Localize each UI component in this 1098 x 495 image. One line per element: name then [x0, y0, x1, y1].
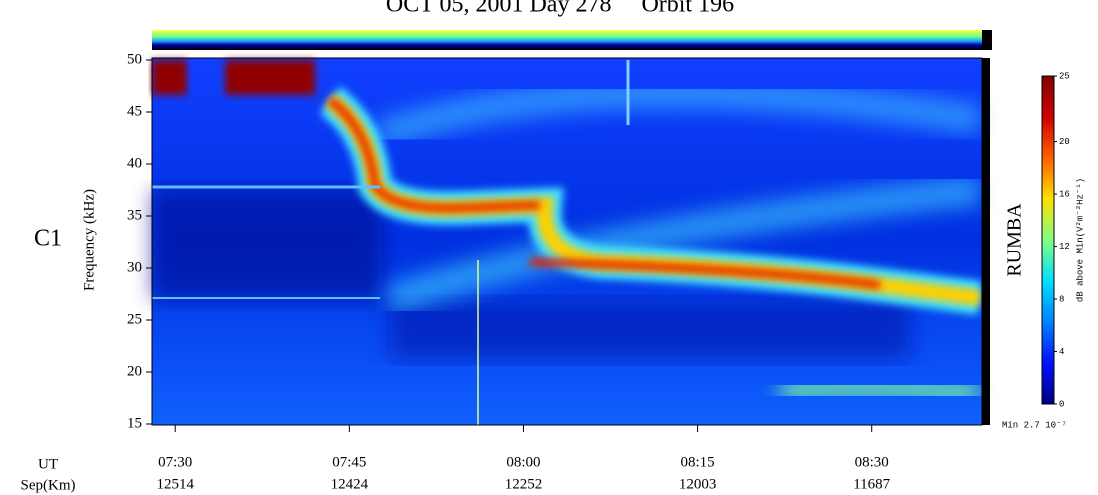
colorbar-label: dB above Min(V²m⁻²Hz⁻¹): [1075, 178, 1085, 302]
y-tick-label: 45: [127, 103, 142, 119]
panel-label: C1: [34, 226, 62, 252]
x-row-label: Sep(Km): [21, 477, 76, 493]
y-tick-label: 15: [127, 415, 142, 431]
status-bar-end: [982, 30, 992, 50]
colorbar: [1041, 75, 1055, 405]
colorbar-tick-label: 0: [1059, 399, 1064, 409]
plot-edge: [982, 58, 990, 425]
colorbar-tick-label: 8: [1059, 294, 1064, 304]
x-tick-label: 08:30: [855, 454, 889, 470]
x-tick-label: 08:00: [506, 454, 540, 470]
status-bar: [152, 30, 982, 50]
x-tick-sublabel: 11687: [853, 476, 890, 492]
colorbar-tick-label: 25: [1059, 71, 1070, 81]
x-tick-label: 07:30: [158, 454, 192, 470]
colorbar-tick-label: 16: [1059, 189, 1070, 199]
x-tick-sublabel: 12003: [679, 476, 717, 492]
colorbar-tick-label: 4: [1059, 347, 1064, 357]
x-tick-label: 08:15: [681, 454, 715, 470]
y-tick-label: 35: [127, 207, 142, 223]
x-tick-label: 07:45: [332, 454, 366, 470]
chart-title: OCT 05, 2001 Day 278 Orbit 196: [386, 0, 734, 18]
colorbar-tick-label: 12: [1059, 242, 1070, 252]
y-tick-label: 50: [127, 51, 142, 67]
x-tick-sublabel: 12252: [505, 476, 543, 492]
y-tick-label: 25: [127, 311, 142, 327]
y-tick-label: 30: [127, 259, 142, 275]
plot-frame: [151, 57, 983, 426]
x-row-label: UT: [38, 456, 58, 472]
x-tick-sublabel: 12514: [156, 476, 194, 492]
min-note: Min 2.7 10⁻⁷: [1002, 420, 1067, 430]
spectrogram: [152, 58, 983, 425]
y-tick-label: 40: [127, 155, 142, 171]
colorbar-tick-label: 20: [1059, 137, 1070, 147]
y-axis-label: Frequency (kHz): [81, 189, 97, 291]
y-tick-label: 20: [127, 363, 142, 379]
x-tick-sublabel: 12424: [331, 476, 369, 492]
instrument-label: RUMBA: [1004, 203, 1026, 277]
